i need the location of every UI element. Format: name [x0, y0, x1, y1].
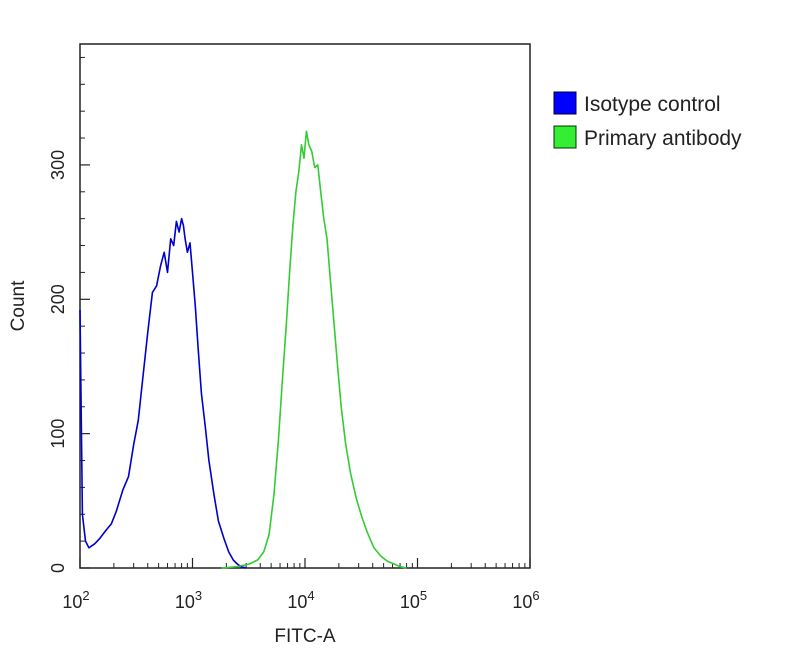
plot-frame — [79, 43, 531, 569]
legend: Isotype control Primary antibody — [553, 91, 742, 150]
y-tick-label: 0 — [48, 563, 68, 573]
x-axis-title: FITC-A — [274, 626, 336, 647]
y-axis-title: Count — [8, 280, 29, 331]
x-tick-label: 103 — [175, 588, 202, 612]
series-primary-antibody — [221, 130, 407, 569]
legend-swatch-primary — [553, 125, 577, 149]
legend-label-primary: Primary antibody — [584, 127, 742, 150]
series-layer — [79, 130, 407, 569]
x-tick-label: 106 — [512, 588, 539, 612]
y-tick-label: 200 — [48, 284, 68, 314]
y-axis-ticks: 0 100 200 300 — [48, 150, 90, 573]
y-tick-label: 300 — [48, 150, 68, 180]
legend-label-isotype: Isotype control — [584, 93, 721, 116]
x-tick-label: 104 — [287, 588, 314, 612]
y-tick-label: 100 — [48, 419, 68, 449]
series-isotype-control — [79, 217, 247, 569]
x-axis-ticks: 102 103 104 105 106 — [62, 558, 540, 612]
x-tick-label: 105 — [400, 588, 427, 612]
legend-swatch-isotype — [553, 91, 577, 115]
minor-ticks — [80, 56, 526, 568]
x-tick-label: 102 — [62, 588, 89, 612]
